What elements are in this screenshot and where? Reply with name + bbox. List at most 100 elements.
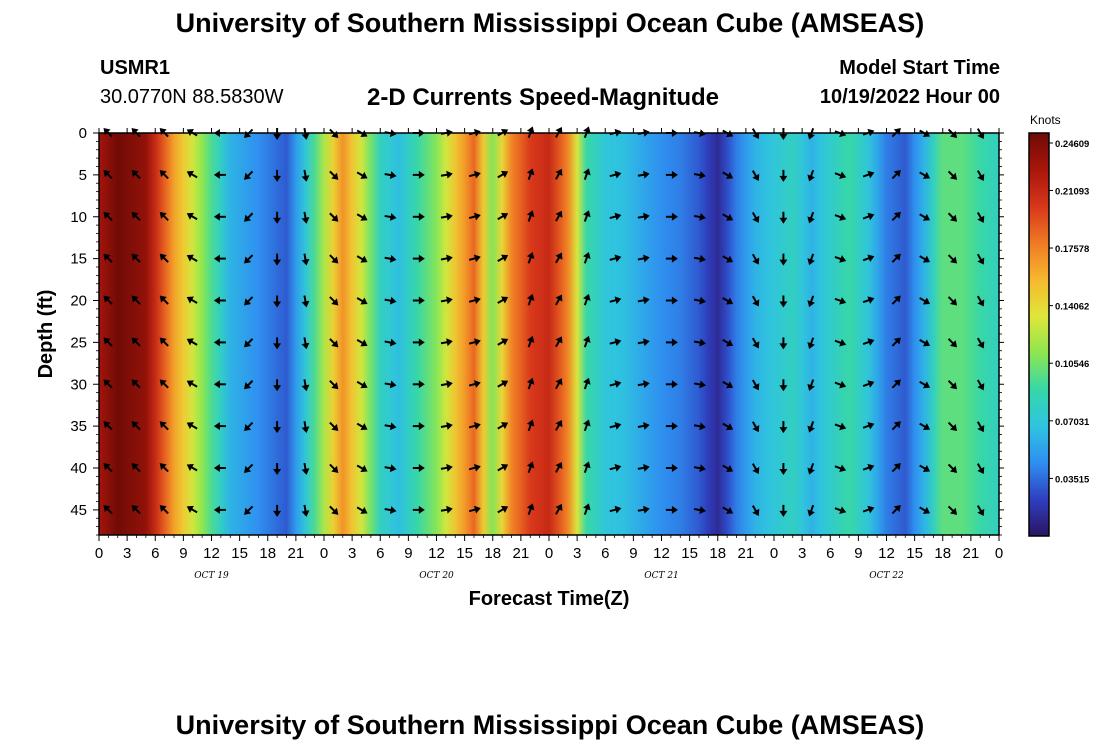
current-vector-arrow xyxy=(526,210,535,222)
current-vector-arrow xyxy=(665,170,678,179)
current-vector-arrow xyxy=(329,254,339,264)
date-label: OCT 22 xyxy=(869,571,904,581)
current-vector-arrow xyxy=(244,463,254,473)
current-vector-arrow xyxy=(103,169,113,180)
plot-title: 2-D Currents Speed-Magnitude xyxy=(367,84,720,111)
colorbar-tick-label: 0.17578 xyxy=(1055,244,1089,255)
current-vector-arrow xyxy=(665,505,678,514)
current-vector-arrow xyxy=(273,504,282,517)
current-vector-arrow xyxy=(919,171,931,179)
current-vector-arrow xyxy=(722,339,734,347)
current-vector-arrow xyxy=(497,212,509,221)
current-vector-arrow xyxy=(862,421,875,430)
current-vector-arrow xyxy=(722,255,734,263)
current-vector-arrow xyxy=(356,255,368,263)
x-tick-label: 3 xyxy=(123,545,131,562)
current-vector-arrow xyxy=(329,338,339,348)
footer-title: University of Southern Mississippi Ocean… xyxy=(175,710,925,740)
current-vector-arrow xyxy=(862,380,875,388)
current-vector-arrow xyxy=(665,212,678,221)
current-vector-arrow xyxy=(834,171,847,180)
current-vector-arrow xyxy=(186,170,198,179)
current-vector-arrow xyxy=(722,422,734,431)
current-vector-arrow xyxy=(891,463,901,473)
current-vector-arrow xyxy=(356,339,368,347)
current-vector-arrow xyxy=(131,421,141,431)
y-axis-title: Depth (ft) xyxy=(35,290,57,379)
current-vector-arrow xyxy=(665,254,678,263)
x-tick-label: 12 xyxy=(878,545,895,562)
current-vector-arrow xyxy=(976,505,985,516)
colorbar-tick-label: 0.10546 xyxy=(1055,359,1089,370)
y-tick-label: 40 xyxy=(70,460,87,477)
current-vector-arrow xyxy=(131,211,141,222)
x-tick-label: 21 xyxy=(513,545,530,562)
current-vector-arrow xyxy=(440,463,453,472)
current-vector-arrow xyxy=(412,422,425,431)
current-vector-arrow xyxy=(412,212,425,221)
current-vector-arrow xyxy=(384,422,397,431)
current-vector-arrow xyxy=(919,380,931,389)
current-vector-arrow xyxy=(186,464,198,472)
current-vector-arrow xyxy=(834,464,847,473)
current-vector-arrow xyxy=(779,379,788,392)
model-start-label: Model Start Time xyxy=(839,57,1000,79)
current-vector-arrow xyxy=(807,169,815,182)
current-vector-arrow xyxy=(526,335,535,348)
x-tick-label: 9 xyxy=(179,545,187,562)
current-vector-arrow xyxy=(693,171,706,180)
current-vector-arrow xyxy=(273,169,282,182)
x-tick-label: 12 xyxy=(653,545,670,562)
x-tick-label: 0 xyxy=(995,545,1003,562)
current-vector-arrow xyxy=(609,254,622,263)
current-vector-arrow xyxy=(273,337,282,350)
current-vector-arrow xyxy=(779,253,788,266)
current-vector-arrow xyxy=(976,337,985,349)
current-vector-arrow xyxy=(186,254,198,262)
y-tick-label: 25 xyxy=(70,334,87,351)
current-vector-arrow xyxy=(722,464,734,472)
current-vector-arrow xyxy=(862,212,875,221)
current-vector-arrow xyxy=(583,503,591,515)
current-vector-arrow xyxy=(468,170,481,179)
current-vector-arrow xyxy=(779,421,788,434)
current-vector-arrow xyxy=(497,505,509,514)
current-vector-arrow xyxy=(976,211,985,223)
current-vector-arrow xyxy=(497,254,509,262)
current-vector-arrow xyxy=(637,254,650,263)
current-vector-arrow xyxy=(273,253,282,266)
current-vector-arrow xyxy=(779,463,788,475)
current-vector-arrow xyxy=(807,379,815,391)
current-vector-arrow xyxy=(637,505,650,514)
current-vector-arrow xyxy=(244,338,254,348)
current-vector-arrow xyxy=(947,296,958,306)
x-tick-label: 18 xyxy=(484,545,501,562)
current-vector-arrow xyxy=(301,379,310,392)
current-vector-arrow xyxy=(637,212,650,221)
current-vector-arrow xyxy=(329,170,339,180)
x-tick-label: 9 xyxy=(629,545,637,562)
current-vector-arrow xyxy=(103,504,113,515)
current-vector-arrow xyxy=(751,379,760,391)
current-vector-arrow xyxy=(976,295,985,307)
current-vector-arrow xyxy=(273,421,282,434)
current-vector-arrow xyxy=(807,462,815,475)
current-vector-arrow xyxy=(440,338,453,347)
current-vector-arrow xyxy=(159,421,169,431)
current-vector-arrow xyxy=(412,170,425,179)
current-vector-arrow xyxy=(213,296,226,305)
current-vector-arrow xyxy=(555,378,563,390)
current-vector-arrow xyxy=(862,170,875,179)
current-vector-arrow xyxy=(186,380,198,388)
colorbar-tick-label: 0.14062 xyxy=(1055,302,1089,313)
y-tick-label: 45 xyxy=(70,502,87,519)
current-vector-arrow xyxy=(412,338,425,347)
x-tick-label: 9 xyxy=(404,545,412,562)
current-vector-arrow xyxy=(637,421,650,430)
current-vector-arrow xyxy=(807,211,815,224)
current-vector-arrow xyxy=(301,504,310,517)
current-vector-arrow xyxy=(891,379,901,389)
current-vector-arrow xyxy=(103,421,113,431)
current-vector-arrow xyxy=(159,169,169,180)
